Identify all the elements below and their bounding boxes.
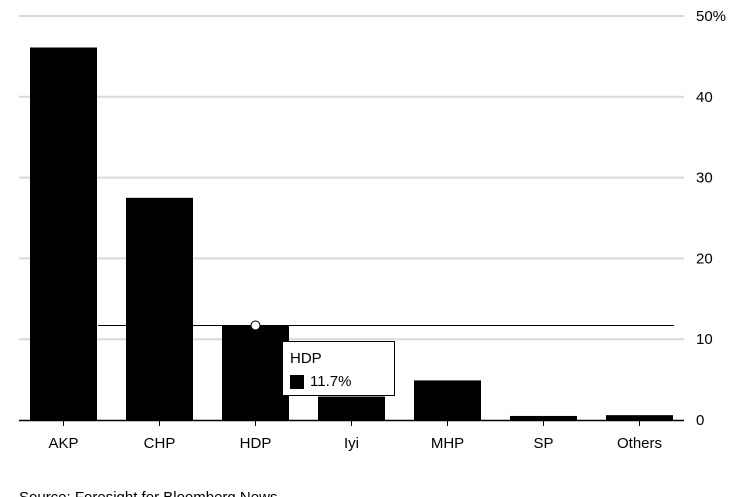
tooltip-row: 11.7% [290,373,351,390]
bars [30,47,673,421]
x-tick-label: MHP [431,435,464,452]
x-tick-label: AKP [48,435,78,452]
bar-hdp[interactable] [222,325,289,420]
tooltip-title: HDP [290,350,322,367]
y-tick-label: 20 [696,250,713,267]
y-tick-label: 0 [696,412,704,429]
tooltip: HDP 11.7% [282,341,395,396]
source-note: Source: Foresight for Bloomberg News [19,489,277,497]
y-tick-label: 50% [696,8,726,25]
gridlines [19,15,684,341]
bar-sp[interactable] [510,415,577,420]
y-tick-label: 40 [696,89,713,106]
y-tick-label: 10 [696,331,713,348]
crosshair [98,320,674,331]
bar-akp[interactable] [30,47,97,421]
bar-mhp[interactable] [414,380,481,420]
tooltip-swatch [290,374,304,389]
bar-others[interactable] [606,415,673,420]
x-tick-label: SP [533,435,553,452]
bar-chp[interactable] [126,197,193,420]
crosshair-marker [250,320,261,331]
y-tick-label: 30 [696,170,713,187]
x-tick-label: Iyi [344,435,359,452]
bar-iyi[interactable] [318,396,385,420]
x-tick-label: Others [617,435,662,452]
x-axis-labels: AKP CHP HDP Iyi MHP SP Others [48,420,662,452]
x-tick-label: HDP [240,435,272,452]
x-tick-label: CHP [144,435,176,452]
tooltip-value: 11.7% [310,373,352,390]
y-axis-labels: 0 10 20 30 40 50% [696,8,726,429]
